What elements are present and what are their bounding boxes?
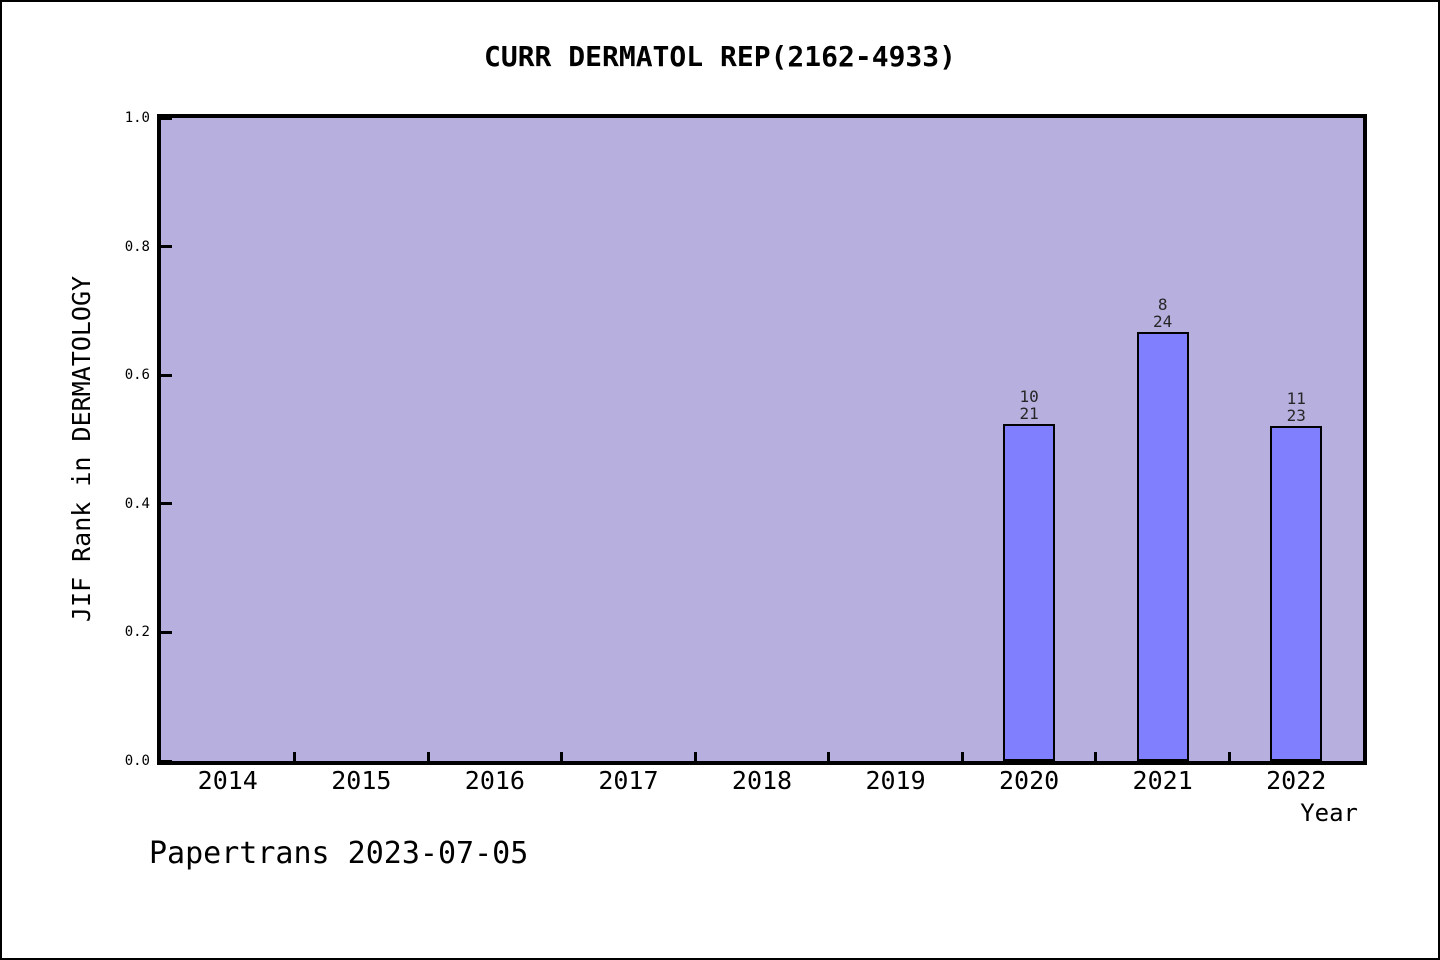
y-axis-tick-label: 0.4 [124,495,150,512]
y-axis-tick [161,502,172,506]
y-axis-tick [161,373,172,377]
y-axis-tick-label: 0.6 [124,367,150,384]
x-axis-tick [693,752,697,761]
x-axis-tick-label: 2021 [1132,766,1193,795]
bar [1270,425,1323,761]
x-axis-tick [426,752,430,761]
bar-value-label: 10 21 [1019,387,1039,424]
x-axis-tick-label: 2018 [731,766,793,795]
x-axis-tick [560,752,564,761]
x-axis-tick-label: 2016 [464,766,525,795]
bar [1136,332,1189,761]
x-axis-tick-label: 2020 [999,766,1060,795]
y-axis-tick-label: 0.0 [124,753,150,769]
chart-title: CURR DERMATOL REP(2162-4933) [483,40,956,73]
y-axis-tick [161,118,172,120]
plot-area: 10 21 8 24 11 23 [157,114,1367,765]
bar [1003,424,1056,761]
x-axis-tick-label: 2017 [598,766,659,795]
x-axis-tick [293,752,297,761]
footer-text: Papertrans 2023-07-05 [149,836,529,871]
x-axis-tick-label: 2022 [1266,766,1327,795]
y-axis-tick [161,759,172,761]
x-axis-tick [1094,752,1098,761]
x-axis-label: Year [1300,799,1358,827]
y-axis-tick [161,630,172,634]
y-axis-tick-label: 0.2 [124,624,150,641]
y-axis-tick-label: 1.0 [124,110,150,126]
y-axis-label: JIF Rank in DERMATOLOGY [67,275,96,623]
bar-value-label: 8 24 [1153,295,1173,332]
y-axis-tick [161,245,172,249]
x-axis-tick [1227,752,1231,761]
x-axis-tick [960,752,964,761]
x-axis-tick-label: 2019 [865,766,926,795]
x-axis-tick-label: 2015 [331,766,392,795]
x-axis-tick-label: 2014 [197,766,258,795]
y-axis-tick-label: 0.8 [124,238,150,255]
x-axis-tick [827,752,831,761]
bar-value-label: 11 23 [1286,388,1306,425]
